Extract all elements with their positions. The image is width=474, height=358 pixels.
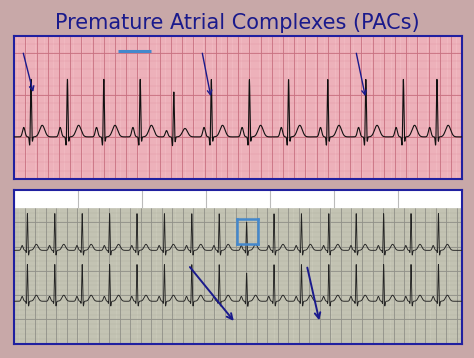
Text: Premature Atrial Complexes (PACs): Premature Atrial Complexes (PACs) — [55, 13, 419, 33]
